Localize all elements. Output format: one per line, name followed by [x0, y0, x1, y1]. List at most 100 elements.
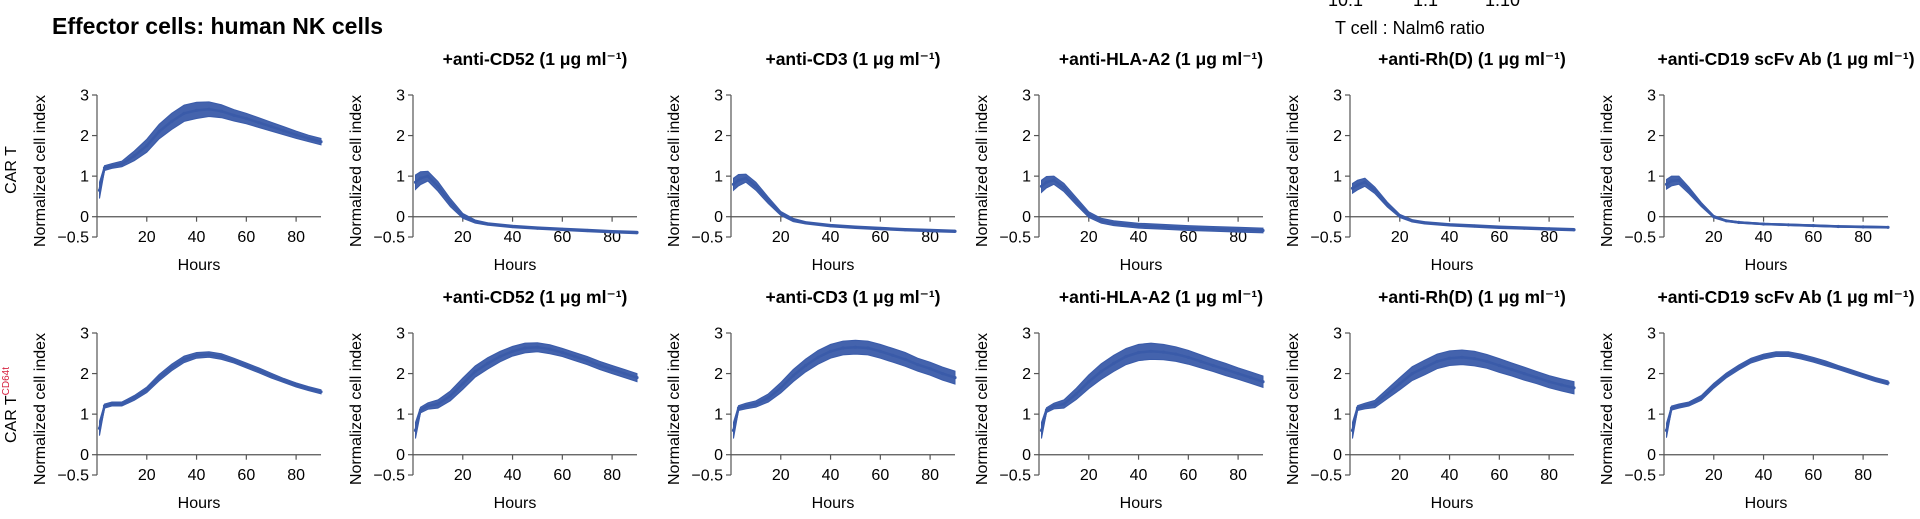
y-tick-label: 1 [714, 407, 723, 424]
series-line [732, 345, 956, 431]
series-error-band [1666, 351, 1889, 438]
data-point [1749, 359, 1753, 363]
x-tick-label: 40 [822, 229, 840, 246]
series-line [732, 176, 956, 233]
y-tick-label: 2 [1333, 128, 1342, 145]
y-tick-label: 1 [1022, 407, 1031, 424]
data-point [1786, 352, 1790, 356]
y-tick-label: 0 [1333, 209, 1342, 226]
x-axis-label: Hours [1431, 495, 1474, 512]
y-tick-label: −0.5 [999, 230, 1031, 247]
data-point [1161, 350, 1165, 354]
data-point [585, 228, 589, 233]
data-point [731, 428, 736, 432]
x-axis-label: Hours [494, 257, 537, 274]
data-point [418, 408, 423, 412]
data-point [1811, 224, 1815, 228]
data-point [941, 372, 945, 376]
y-tick-label: 3 [1647, 88, 1656, 105]
data-point [878, 226, 882, 231]
panel-title: +anti-CD52 (1 μg ml⁻¹) [443, 49, 628, 69]
data-point [878, 349, 882, 353]
y-tick-label: −0.5 [373, 468, 405, 485]
series-line [414, 174, 638, 234]
y-tick-label: 3 [1333, 88, 1342, 105]
data-point [1398, 214, 1402, 218]
y-axis-label: Normalized cell index [1285, 333, 1302, 485]
x-tick-label: 20 [138, 229, 156, 246]
panel-r1c3: +anti-CD3 (1 μg ml⁻¹) −0.5 0 1 2 3 20 40 60 80 Hou… [666, 49, 957, 274]
x-tick-label: 60 [1804, 229, 1822, 246]
y-tick-label: 2 [80, 366, 89, 383]
data-point [461, 382, 465, 386]
data-point [244, 116, 248, 121]
y-axis-label: Normalized cell index [32, 95, 49, 247]
data-point [1174, 352, 1178, 356]
data-point [1811, 358, 1815, 362]
series-line [1351, 180, 1575, 231]
data-point [1799, 354, 1803, 359]
data-point [744, 176, 748, 180]
data-point [269, 374, 273, 378]
y-axis-label: Normalized cell index [1599, 333, 1616, 485]
data-point [754, 184, 758, 188]
y-tick-label: 0 [1022, 447, 1031, 464]
y-tick-label: 0 [714, 447, 723, 464]
y-axis-label: Normalized cell index [974, 333, 991, 485]
data-point [1087, 380, 1091, 384]
data-point [413, 428, 418, 432]
y-tick-label: 2 [714, 366, 723, 383]
y-tick-label: 3 [714, 326, 723, 343]
data-point [195, 353, 199, 357]
data-point [523, 346, 527, 350]
data-point [1398, 382, 1402, 386]
data-point [1062, 185, 1066, 190]
data-point [1677, 178, 1681, 182]
x-tick-label: 60 [1804, 467, 1822, 484]
data-point [829, 224, 833, 228]
y-tick-label: 2 [1022, 366, 1031, 383]
data-point [610, 230, 614, 234]
data-point [97, 188, 102, 192]
corner-tick-1: 10:1 [1328, 0, 1363, 10]
data-point [1677, 404, 1681, 408]
x-tick-label: 40 [188, 467, 206, 484]
data-point [1373, 188, 1377, 192]
x-tick-label: 80 [1229, 229, 1247, 246]
data-point [182, 111, 186, 115]
data-point [1836, 224, 1840, 229]
data-point [1224, 367, 1228, 372]
data-point [928, 228, 932, 233]
y-tick-label: 3 [1022, 88, 1031, 105]
y-tick-label: 0 [1333, 447, 1342, 464]
corner-tick-2: 1:1 [1413, 0, 1438, 10]
x-tick-label: 80 [1854, 229, 1872, 246]
data-point [1211, 363, 1215, 368]
data-point [1522, 226, 1526, 230]
data-point [426, 174, 430, 178]
row-label-2: CAR TCD64t [1, 367, 20, 443]
y-tick-label: 2 [1647, 128, 1656, 145]
data-point [903, 357, 907, 361]
data-point [461, 214, 465, 218]
data-point [1699, 202, 1703, 207]
data-point [779, 386, 783, 390]
x-tick-label: 60 [1179, 229, 1197, 246]
data-point [953, 229, 957, 233]
data-point [426, 404, 430, 408]
x-axis-label: Hours [178, 257, 221, 274]
y-tick-label: −0.5 [1624, 468, 1656, 485]
data-point [1044, 180, 1049, 184]
data-point [257, 368, 261, 372]
y-tick-label: 0 [80, 209, 89, 226]
x-tick-label: 80 [603, 467, 621, 484]
x-axis-label: Hours [812, 495, 855, 512]
data-point [232, 359, 236, 363]
data-point [1472, 224, 1476, 228]
x-tick-label: 80 [287, 467, 305, 484]
y-tick-label: −0.5 [1310, 230, 1342, 247]
data-point [1199, 359, 1203, 363]
x-axis-label: Hours [494, 495, 537, 512]
data-point [1737, 220, 1741, 224]
